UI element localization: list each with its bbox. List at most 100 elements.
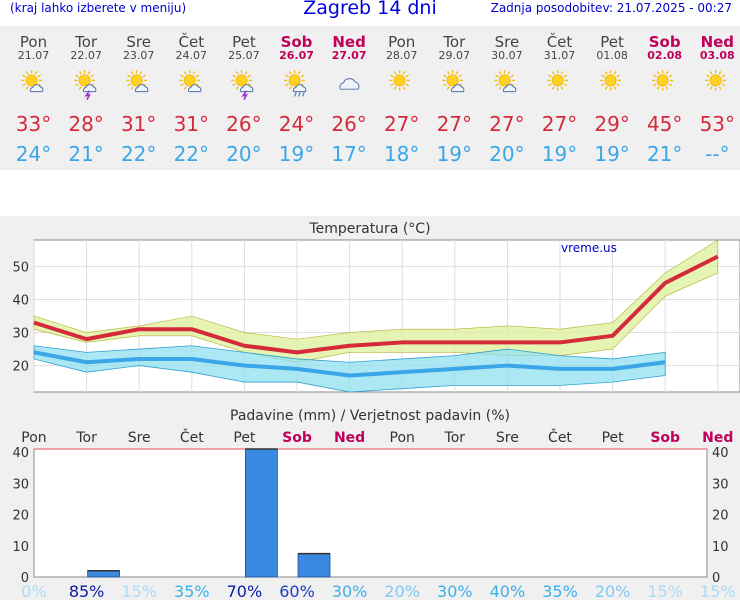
day-name: Tor [75, 33, 98, 51]
location-menu-hint[interactable]: (kraj lahko izberete v meniju) [10, 1, 187, 15]
sun-cloud-thunder-icon [73, 70, 96, 100]
max-temperature: 28° [68, 112, 104, 136]
precipitation-probability: 15% [700, 582, 736, 600]
day-date: 29.07 [438, 49, 471, 62]
precipitation-plot-area [33, 448, 708, 578]
min-temperature: 21° [646, 142, 683, 166]
y-tick-label: 40 [12, 293, 29, 308]
max-temperature: 26° [226, 112, 262, 136]
precipitation-day-label: Tor [444, 430, 466, 446]
day-name: Sob [648, 33, 681, 51]
day-name: Sob [280, 33, 313, 51]
max-temperature: 27° [489, 112, 525, 136]
daily-forecast-panel: Pon 21.07 33° 24° Tor 22.07 28° 21° Sre 23.07 31° 2… [0, 26, 740, 170]
right-y-tick-label: 20 [712, 509, 729, 524]
max-temperature: 29° [594, 112, 630, 136]
min-temperature: 19° [436, 142, 473, 166]
day-column: Čet 24.07 31° 22° [165, 26, 218, 170]
sun-icon [389, 70, 411, 91]
precipitation-probability: 20% [595, 582, 631, 600]
day-column: Ned 03.08 53° --° [691, 26, 740, 170]
day-name: Pon [388, 33, 416, 51]
precipitation-bar [244, 448, 278, 578]
precipitation-day-label: Pon [390, 430, 415, 446]
precipitation-probability: 35% [542, 582, 578, 600]
max-temperature: 53° [699, 112, 736, 136]
max-temperature: 45° [646, 112, 683, 136]
precipitation-bar [87, 570, 120, 578]
max-temperature: 31° [120, 112, 157, 136]
precipitation-day-label: Sob [282, 430, 312, 446]
charts-panel: Temperatura (°C) 20 30 40 50 vreme.us Padavine… [0, 216, 740, 601]
day-column: Pon 28.07 27° 18° [375, 26, 428, 170]
min-temperature: 17° [331, 142, 367, 166]
day-date: 22.07 [70, 49, 102, 62]
day-column: Tor 29.07 27° 19° [428, 26, 481, 170]
precipitation-day-label: Sre [128, 430, 151, 446]
precipitation-probability: 85% [69, 582, 105, 600]
precipitation-day-label: Čet [548, 428, 572, 446]
day-date: 21.07 [17, 49, 50, 62]
left-y-tick-label: 10 [12, 540, 29, 555]
min-temperature: 24° [15, 142, 52, 166]
left-y-tick-label: 0 [21, 571, 29, 586]
precipitation-probability: 40% [490, 582, 526, 600]
sun-cloud-rain-icon [284, 70, 307, 97]
day-column: Čet 31.07 27° 19° [533, 26, 586, 170]
watermark: vreme.us [561, 241, 617, 255]
min-temperature: 19° [594, 142, 630, 166]
charts-svg: Temperatura (°C) 20 30 40 50 vreme.us Padavine… [12, 221, 740, 601]
last-updated: Zadnja posodobitev: 21.07.2025 - 00:27 [490, 1, 732, 15]
day-column: Ned 27.07 26° 17° [323, 26, 376, 170]
day-name: Čet [178, 33, 205, 51]
day-date: 31.07 [543, 49, 576, 62]
header-bar: (kraj lahko izberete v meniju) Zagreb 14… [0, 0, 740, 22]
day-name: Pet [600, 33, 624, 51]
precipitation-day-label: Pet [602, 430, 625, 446]
day-name: Ned [332, 33, 366, 51]
precipitation-bar [297, 553, 331, 578]
day-date: 24.07 [175, 49, 208, 62]
day-column: Sob 02.08 45° 21° [638, 26, 691, 170]
sun-cloud-thunder-icon [231, 70, 254, 100]
sun-cloud-icon [178, 70, 202, 93]
sun-icon [704, 70, 726, 91]
y-tick-label: 50 [12, 260, 29, 275]
right-y-tick-label: 30 [712, 477, 729, 492]
day-name: Sre [126, 33, 151, 51]
day-date: 01.08 [596, 49, 628, 62]
precipitation-probability: 30% [332, 582, 368, 600]
max-temperature-line [33, 254, 719, 355]
day-column: Sob 26.07 24° 19° [270, 26, 323, 170]
day-name: Ned [700, 33, 735, 51]
day-name: Pon [19, 33, 48, 51]
day-column: Sre 23.07 31° 22° [112, 26, 165, 170]
day-date: 28.07 [385, 49, 418, 62]
sun-cloud-icon [441, 70, 465, 93]
precipitation-day-label: Ned [702, 430, 733, 446]
y-tick-label: 20 [12, 360, 29, 375]
precipitation-day-label: Pet [233, 430, 256, 446]
precipitation-day-label: Tor [75, 430, 97, 446]
left-y-tick-label: 40 [12, 446, 29, 461]
day-column: Pet 01.08 29° 19° [586, 26, 639, 170]
sun-cloud-icon [21, 70, 44, 93]
max-temperature: 26° [331, 112, 367, 136]
right-y-tick-label: 0 [712, 571, 720, 586]
precipitation-probability: 20% [384, 582, 420, 600]
max-temperature: 27° [436, 112, 473, 136]
page-title: Zagreb 14 dni [303, 0, 437, 19]
min-temperature: 20° [489, 142, 525, 166]
day-date: 30.07 [491, 49, 523, 62]
day-date: 26.07 [279, 49, 314, 62]
cloud-icon [338, 78, 359, 90]
precipitation-day-label: Pon [21, 430, 46, 446]
day-column: Pet 25.07 26° 20° [217, 26, 270, 170]
day-column: Sre 30.07 27° 20° [480, 26, 533, 170]
precipitation-probability: 30% [437, 582, 473, 600]
precipitation-day-label: Sre [496, 430, 519, 446]
precipitation-probability: 70% [227, 582, 263, 600]
y-tick-label: 30 [12, 327, 29, 342]
day-date: 27.07 [331, 49, 367, 62]
max-temperature: 27° [383, 112, 420, 136]
